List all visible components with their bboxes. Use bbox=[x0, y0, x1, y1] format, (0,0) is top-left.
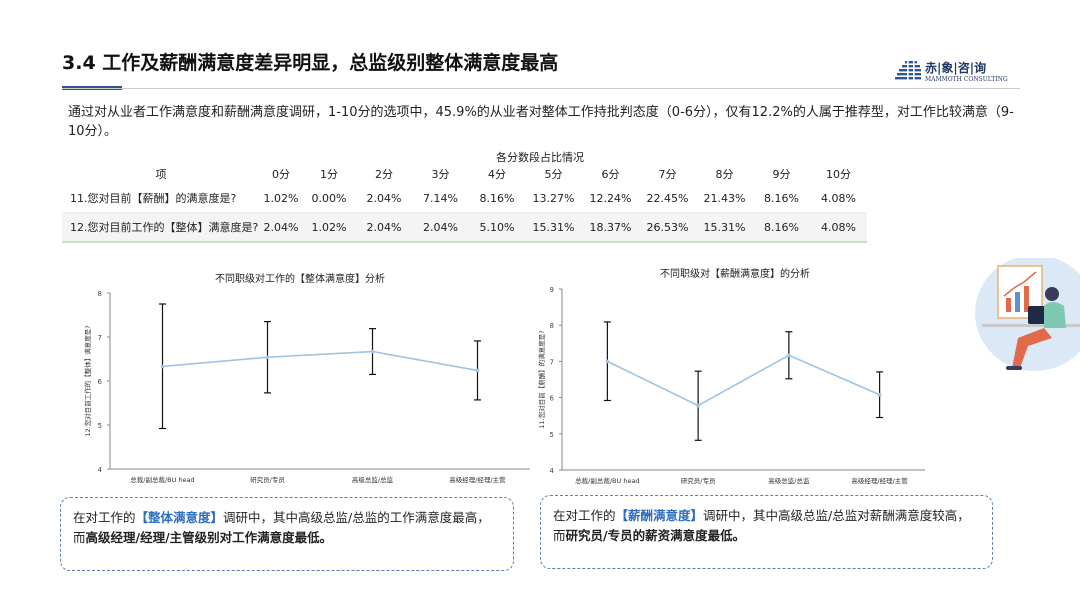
y-axis-label: 12.您对目前工作的【整体】满意度是? bbox=[83, 325, 92, 436]
y-tick-label: 7 bbox=[98, 334, 102, 342]
note-conclusion: 高级经理/经理/主管级别对工作满意度最低。 bbox=[85, 530, 333, 545]
table-cell: 8.16% bbox=[753, 212, 810, 243]
table-cell: 15.31% bbox=[696, 212, 753, 243]
table-cell: 2.04% bbox=[356, 184, 412, 213]
note-conclusion: 研究员/专员的薪资满意度最低。 bbox=[565, 528, 746, 543]
x-tick-label: 高级总监/总监 bbox=[768, 476, 810, 485]
data-point bbox=[877, 392, 882, 397]
company-logo: 赤|象|咨|询 MAMMOTH CONSULTING bbox=[895, 58, 1025, 84]
table-header-row: 项 0分 1分 2分 3分 4分 5分 6分 7分 8分 9分 10分 bbox=[62, 164, 867, 184]
data-point bbox=[370, 349, 375, 354]
y-tick-label: 5 bbox=[98, 422, 102, 430]
table-header: 2分 bbox=[375, 168, 393, 181]
note-text: 在对工作的 bbox=[73, 510, 136, 525]
y-axis-label: 11.您对目前【薪酬】的满意度是? bbox=[537, 330, 546, 428]
table-cell: 0.00% bbox=[302, 184, 356, 213]
analyst-illustration-icon bbox=[975, 258, 1080, 371]
logo-subtext: MAMMOTH CONSULTING bbox=[925, 76, 1008, 83]
table-cell: 4.08% bbox=[810, 184, 867, 213]
x-tick-label: 研究员/专员 bbox=[250, 475, 285, 484]
table-cell: 8.16% bbox=[753, 184, 810, 213]
table-header: 项 bbox=[155, 168, 167, 181]
table-cell: 7.14% bbox=[412, 184, 469, 213]
data-point bbox=[605, 359, 610, 364]
table-header: 6分 bbox=[601, 168, 620, 181]
table-header: 9分 bbox=[772, 168, 791, 181]
y-tick-label: 9 bbox=[550, 286, 554, 294]
x-tick-label: 总裁/副总裁/BU head bbox=[575, 476, 639, 485]
table-row: 11.您对目前【薪酬】的满意度是? 1.02% 0.00% 2.04% 7.14… bbox=[62, 184, 867, 213]
note-text: 在对工作的 bbox=[553, 508, 616, 523]
x-tick-label: 高级总监/总监 bbox=[352, 475, 394, 484]
data-point bbox=[475, 368, 480, 373]
mammoth-logo-icon: 赤|象|咨|询 MAMMOTH CONSULTING bbox=[895, 60, 1008, 83]
score-distribution-table: 项 0分 1分 2分 3分 4分 5分 6分 7分 8分 9分 10分 11.您… bbox=[62, 164, 867, 243]
series-line bbox=[607, 354, 880, 407]
table-cell: 11.您对目前【薪酬】的满意度是? bbox=[62, 184, 260, 213]
table-header: 8分 bbox=[715, 168, 734, 181]
table-header: 10分 bbox=[826, 168, 851, 181]
note-highlight: 【薪酬满意度】 bbox=[615, 508, 704, 523]
y-tick-label: 8 bbox=[550, 322, 554, 330]
y-tick-label: 7 bbox=[550, 358, 554, 366]
table-header: 7分 bbox=[658, 168, 677, 181]
table-cell: 13.27% bbox=[525, 184, 582, 213]
logo-text: 赤|象|咨|询 bbox=[925, 60, 986, 75]
x-tick-label: 高级经理/经理/主管 bbox=[449, 475, 506, 484]
table-cell: 5.10% bbox=[469, 212, 525, 243]
data-point bbox=[265, 355, 270, 360]
table-cell: 2.04% bbox=[412, 212, 469, 243]
x-tick-label: 总裁/副总裁/BU head bbox=[130, 475, 194, 484]
intro-paragraph: 通过对从业者工作满意度和薪酬满意度调研，1-10分的选项中，45.9%的从业者对… bbox=[68, 105, 1014, 139]
note-box-overall: 在对工作的【整体满意度】调研中，其中高级总监/总监的工作满意度最高，而高级经理/… bbox=[60, 497, 514, 571]
x-tick-label: 高级经理/经理/主管 bbox=[851, 476, 908, 485]
salary-satisfaction-chart: 4 5 6 7 8 9 11.您对目前【薪酬】的满意度是? 总裁/副总裁/BU head 研究员… bbox=[537, 286, 925, 485]
note-highlight: 【整体满意度】 bbox=[135, 510, 224, 525]
chart-title-salary: 不同职级对【薪酬满意度】的分析 bbox=[660, 269, 810, 280]
table-header: 5分 bbox=[544, 168, 563, 181]
table-cell: 26.53% bbox=[639, 212, 696, 243]
overall-satisfaction-chart: 4 5 6 7 8 12.您对目前工作的【整体】满意度是? 总裁/副总裁/BU head 研究… bbox=[83, 290, 530, 484]
table-header: 3分 bbox=[431, 168, 450, 181]
table-row: 12.您对目前工作的【整体】满意度是? 2.04% 1.02% 2.04% 2.… bbox=[62, 212, 867, 243]
table-cell: 15.31% bbox=[525, 212, 582, 243]
table-cell: 12.24% bbox=[582, 184, 639, 213]
table-cell: 21.43% bbox=[696, 184, 753, 213]
table-header: 4分 bbox=[488, 168, 506, 181]
y-tick-label: 6 bbox=[98, 378, 103, 386]
table-cell: 2.04% bbox=[356, 212, 412, 243]
title-divider bbox=[62, 88, 1020, 89]
series-line bbox=[162, 350, 478, 372]
table-cell: 1.02% bbox=[260, 184, 302, 213]
note-box-salary: 在对工作的【薪酬满意度】调研中，其中高级总监/总监对薪酬满意度较高，而研究员/专… bbox=[540, 495, 993, 569]
y-tick-label: 6 bbox=[550, 395, 555, 403]
table-cell: 2.04% bbox=[260, 212, 302, 243]
table-cell: 18.37% bbox=[582, 212, 639, 243]
table-cell: 22.45% bbox=[639, 184, 696, 213]
table-title: 各分数段占比情况 bbox=[496, 151, 584, 164]
table-header: 1分 bbox=[320, 168, 338, 181]
data-point bbox=[160, 364, 165, 369]
y-tick-label: 5 bbox=[550, 431, 554, 439]
chart-title-overall: 不同职级对工作的【整体满意度】分析 bbox=[215, 274, 385, 285]
table-cell: 12.您对目前工作的【整体】满意度是? bbox=[62, 212, 260, 243]
data-point bbox=[787, 353, 791, 358]
note-text: 调研中，其中高级总监/总监的工作满意度最高，而 bbox=[73, 510, 490, 545]
x-tick-label: 研究员/专员 bbox=[681, 476, 716, 485]
page-title: 3.4 工作及薪酬满意度差异明显，总监级别整体满意度最高 bbox=[62, 52, 559, 74]
y-tick-label: 4 bbox=[550, 467, 555, 475]
data-point bbox=[696, 403, 700, 408]
table-header: 0分 bbox=[272, 168, 290, 181]
table-cell: 4.08% bbox=[810, 212, 867, 243]
note-text: 调研中，其中高级总监/总监对薪酬满意度较高，而 bbox=[553, 508, 970, 543]
table-cell: 8.16% bbox=[469, 184, 525, 213]
y-tick-label: 8 bbox=[98, 290, 102, 298]
table-cell: 1.02% bbox=[302, 212, 356, 243]
y-tick-label: 4 bbox=[98, 466, 103, 474]
